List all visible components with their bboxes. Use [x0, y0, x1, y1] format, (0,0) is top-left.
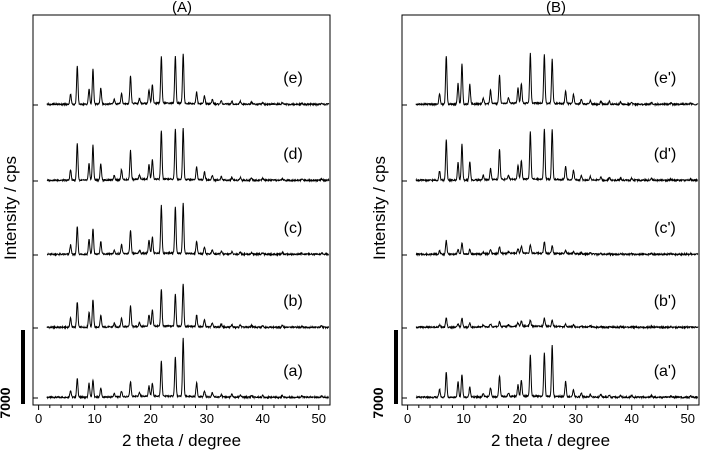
xrd-trace	[415, 317, 699, 330]
trace-label: (a)	[283, 363, 303, 380]
xrd-trace	[46, 202, 329, 257]
x-tick-label: 30	[199, 411, 213, 426]
trace-label: (c')	[654, 220, 676, 237]
xrd-trace	[46, 283, 330, 330]
x-tick-label: 40	[256, 411, 270, 426]
trace-label: (c)	[284, 220, 303, 237]
x-axis-title: 2 theta / degree	[491, 431, 610, 450]
plot-frame	[401, 14, 700, 406]
x-tick-label: 0	[35, 411, 42, 426]
trace-label: (e')	[654, 70, 677, 87]
trace-label: (a')	[654, 363, 677, 380]
trace-label: (d')	[654, 146, 677, 163]
x-tick-label: 10	[456, 411, 470, 426]
xrd-trace	[415, 239, 699, 257]
x-tick-label: 30	[568, 411, 582, 426]
trace-label: (e)	[283, 70, 303, 87]
xrd-trace	[46, 337, 330, 400]
x-tick-label: 10	[87, 411, 101, 426]
xrd-trace	[415, 345, 699, 400]
panel-label: (B)	[546, 0, 566, 16]
x-tick-label: 40	[625, 411, 639, 426]
trace-label: (b)	[283, 293, 303, 310]
panel-a: 0 10 20 30 40 50 2 theta / degree Intensity / c…	[0, 0, 331, 450]
x-tick-label: 50	[312, 411, 326, 426]
xrd-trace	[46, 128, 330, 183]
x-tick-label: 50	[681, 411, 695, 426]
x-tick-label: 20	[143, 411, 157, 426]
trace-label: (d)	[283, 146, 303, 163]
y-axis-title: Intensity / cps	[370, 156, 389, 260]
y-axis-title: Intensity / cps	[1, 156, 20, 260]
xrd-trace	[415, 128, 698, 183]
x-tick-label: 0	[404, 411, 411, 426]
xrd-trace	[415, 52, 699, 107]
scale-bar-label: 7000	[0, 387, 13, 418]
scale-bar-label: 7000	[370, 387, 386, 418]
panel-b: 0 10 20 30 40 50 2 theta / degree Intensity / c…	[370, 0, 700, 450]
plot-frame	[32, 14, 331, 406]
x-tick-label: 20	[512, 411, 526, 426]
x-axis-title: 2 theta / degree	[122, 431, 241, 450]
panel-label: (A)	[172, 0, 192, 16]
trace-label: (b')	[654, 293, 677, 310]
xrd-trace	[46, 53, 330, 107]
